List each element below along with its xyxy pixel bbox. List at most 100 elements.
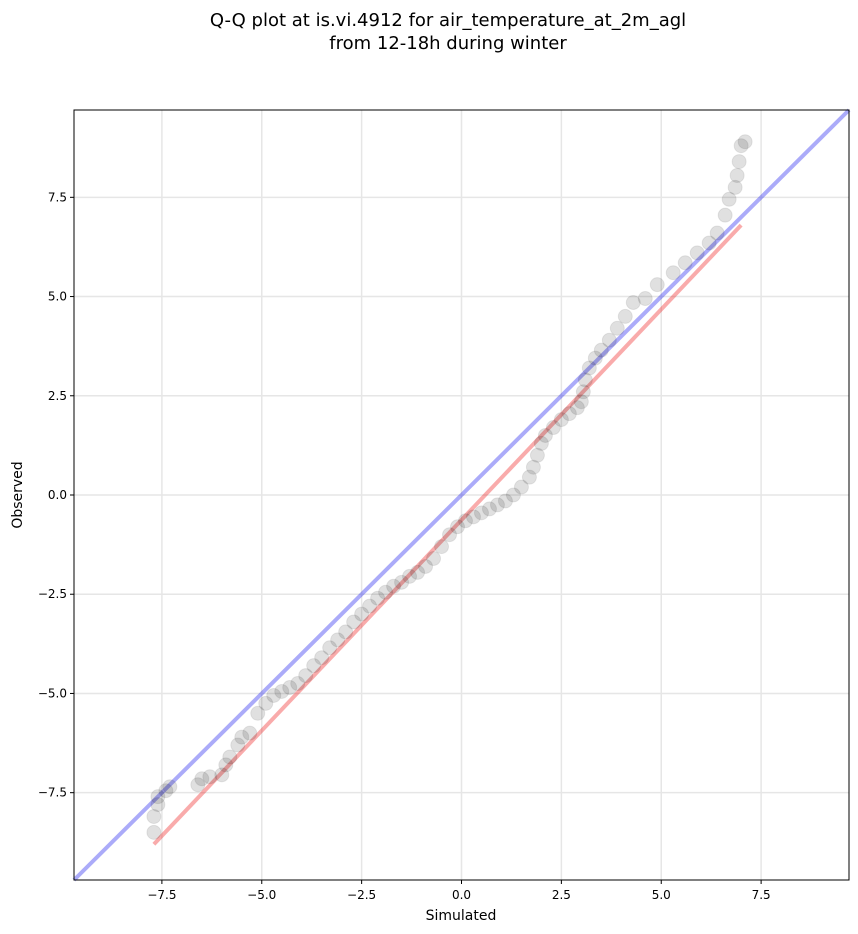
y-tick-label: 2.5 — [48, 389, 67, 403]
data-point — [513, 479, 529, 495]
axis-ticks: −7.5 −5.0 −2.5 0.0 2.5 5.0 7.5 −7.5 −5.0 −2.5 0.0 2… — [38, 190, 771, 902]
data-point — [306, 658, 322, 674]
data-point — [330, 632, 346, 648]
data-point — [457, 513, 473, 529]
data-point — [717, 207, 733, 223]
data-point — [274, 683, 290, 699]
reference-line — [72, 108, 851, 882]
data-point — [150, 789, 166, 805]
data-point — [298, 668, 314, 684]
data-point — [677, 255, 693, 271]
data-point — [733, 138, 749, 154]
data-point — [418, 558, 434, 574]
data-point — [569, 400, 585, 416]
data-points — [146, 134, 753, 840]
data-point — [150, 797, 166, 813]
data-point — [577, 372, 593, 388]
data-point — [593, 342, 609, 358]
y-tick-label: −5.0 — [38, 686, 67, 700]
x-tick-label: 2.5 — [552, 888, 571, 902]
data-point — [146, 824, 162, 840]
x-tick-label: −2.5 — [347, 888, 376, 902]
chart-title: Q-Q plot at is.vi.4912 for air_temperatu… — [210, 10, 686, 31]
data-point — [575, 384, 591, 400]
data-point — [545, 420, 561, 436]
data-point — [362, 598, 378, 614]
data-point — [473, 505, 489, 521]
grid-lines — [74, 110, 849, 880]
data-point — [737, 134, 753, 150]
data-point — [258, 695, 274, 711]
data-point — [434, 539, 450, 555]
data-point — [234, 729, 250, 745]
data-point — [521, 469, 537, 485]
data-point — [505, 487, 521, 503]
y-tick-label: 0.0 — [48, 488, 67, 502]
data-point — [721, 191, 737, 207]
fit-line — [152, 223, 743, 846]
data-point — [338, 624, 354, 640]
data-point — [370, 590, 386, 606]
data-point — [354, 606, 370, 622]
data-point — [573, 394, 589, 410]
data-point — [689, 245, 705, 261]
data-point — [525, 459, 541, 475]
data-point — [230, 737, 246, 753]
lines-layer — [72, 108, 851, 882]
y-tick-label: 7.5 — [48, 190, 67, 204]
y-tick-label: −7.5 — [38, 786, 67, 800]
x-tick-label: 7.5 — [752, 888, 771, 902]
data-point — [158, 783, 174, 799]
data-point — [625, 295, 641, 310]
data-point — [553, 412, 569, 428]
x-tick-label: 5.0 — [652, 888, 671, 902]
data-point — [617, 308, 633, 324]
data-point — [450, 519, 466, 535]
y-tick-label: −2.5 — [38, 587, 67, 601]
data-point — [442, 527, 458, 543]
data-point — [649, 277, 665, 293]
data-point — [537, 427, 553, 443]
data-point — [426, 551, 442, 567]
data-point — [529, 447, 545, 463]
data-point — [561, 406, 577, 422]
x-axis-label: Simulated — [426, 908, 497, 924]
x-tick-label: −7.5 — [147, 888, 176, 902]
data-point — [378, 584, 394, 600]
data-point — [250, 705, 266, 721]
data-point — [386, 578, 402, 594]
data-point — [214, 767, 230, 783]
data-point — [394, 574, 410, 590]
x-tick-label: 0.0 — [452, 888, 471, 902]
data-point — [533, 435, 549, 451]
data-point — [346, 614, 362, 630]
data-point — [729, 167, 745, 183]
data-point — [202, 769, 218, 785]
data-point — [146, 808, 162, 824]
data-point — [587, 350, 603, 366]
data-point — [322, 640, 338, 656]
data-point — [465, 509, 481, 525]
y-tick-label: 5.0 — [48, 290, 67, 304]
data-point — [162, 779, 178, 795]
data-point — [218, 757, 234, 773]
data-point — [314, 650, 330, 666]
data-point — [266, 687, 282, 703]
data-point — [665, 265, 681, 281]
data-point — [481, 501, 497, 517]
data-point — [709, 225, 725, 241]
chart-subtitle: from 12-18h during winter — [329, 33, 567, 54]
data-point — [731, 154, 747, 170]
data-point — [402, 568, 418, 584]
data-point — [242, 725, 258, 741]
data-point — [637, 291, 653, 307]
data-point — [290, 676, 306, 692]
data-point — [190, 777, 206, 793]
data-point — [581, 360, 597, 376]
data-point — [194, 771, 210, 787]
data-point — [701, 235, 717, 251]
data-point — [222, 749, 238, 765]
y-axis-label: Observed — [10, 461, 26, 528]
data-point — [601, 332, 617, 348]
